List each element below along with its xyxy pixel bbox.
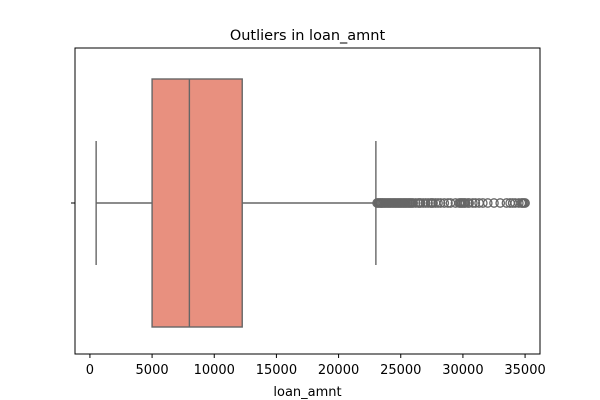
outlier-point xyxy=(514,198,524,208)
x-tick-label: 15000 xyxy=(256,363,297,378)
outlier-point xyxy=(435,198,446,208)
x-axis-title: loan_amnt xyxy=(273,385,341,400)
outlier-point xyxy=(477,198,488,208)
x-tick-label: 10000 xyxy=(194,363,235,378)
outlier-point xyxy=(408,198,419,208)
outlier-point xyxy=(439,198,450,208)
axes-frame xyxy=(74,47,541,355)
outlier-point xyxy=(410,198,421,208)
chart-title: Outliers in loan_amnt xyxy=(230,28,386,44)
outlier-point xyxy=(495,198,506,208)
outlier-point xyxy=(482,198,493,208)
x-tick-label: 30000 xyxy=(442,363,483,378)
x-tick-label: 0 xyxy=(86,363,94,378)
outlier-point xyxy=(433,198,443,208)
interquartile-box xyxy=(151,78,243,328)
x-tick-label: 25000 xyxy=(380,363,421,378)
x-tick-label: 35000 xyxy=(504,363,545,378)
outlier-point xyxy=(520,198,530,208)
outlier-point xyxy=(423,198,433,208)
outlier-point xyxy=(464,198,474,208)
x-axis: 0 5000 10000 15000 20000 25000 30000 35000 xyxy=(86,354,546,378)
outlier-point xyxy=(489,198,499,208)
outlier-point xyxy=(460,198,471,208)
outlier-point xyxy=(470,198,481,208)
outlier-point xyxy=(443,198,453,208)
outlier-point xyxy=(415,198,426,208)
outlier-point xyxy=(420,198,431,208)
x-tick-label: 5000 xyxy=(136,363,169,378)
outlier-point xyxy=(468,198,478,208)
outlier-point xyxy=(428,198,438,208)
plot-area xyxy=(95,78,530,328)
x-tick-label: 20000 xyxy=(318,363,359,378)
